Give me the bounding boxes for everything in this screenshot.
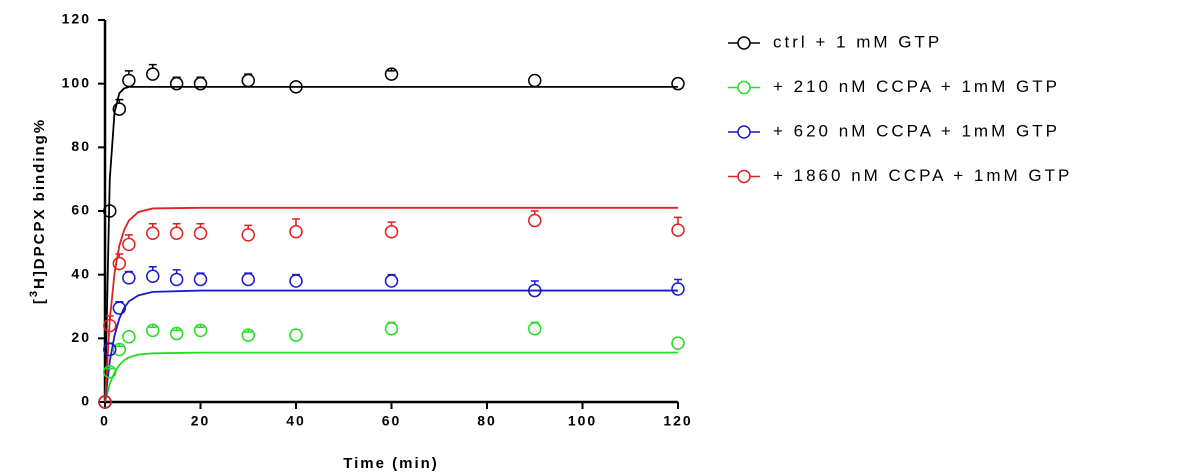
data-point bbox=[169, 76, 184, 91]
data-point bbox=[384, 224, 399, 239]
data-point bbox=[241, 73, 255, 88]
data-point bbox=[103, 204, 117, 218]
data-point bbox=[122, 237, 136, 252]
legend-marker bbox=[737, 125, 751, 139]
data-point bbox=[289, 224, 303, 239]
data-point bbox=[671, 223, 685, 237]
legend-label: + 620 nM CCPA + 1mM GTP bbox=[773, 121, 1060, 140]
legend-marker bbox=[737, 36, 751, 50]
data-point bbox=[528, 73, 542, 88]
data-point bbox=[193, 226, 208, 241]
data-point bbox=[103, 365, 117, 379]
legend-label: + 1860 nM CCPA + 1mM GTP bbox=[773, 166, 1072, 185]
data-point bbox=[122, 329, 136, 344]
x-tick-label: 40 bbox=[286, 413, 306, 429]
data-point bbox=[146, 323, 160, 338]
data-point bbox=[169, 226, 184, 241]
data-point bbox=[112, 256, 127, 271]
error-bar bbox=[674, 216, 682, 225]
y-tick-label: 60 bbox=[71, 202, 91, 218]
data-point bbox=[289, 80, 303, 94]
data-point bbox=[193, 323, 208, 338]
y-tick-label: 20 bbox=[71, 329, 91, 345]
legend-label: ctrl + 1 mM GTP bbox=[773, 32, 942, 51]
data-point bbox=[169, 272, 184, 287]
fit-line bbox=[104, 351, 678, 403]
legend-marker bbox=[737, 169, 751, 184]
data-point bbox=[193, 76, 208, 91]
legend-marker bbox=[737, 80, 751, 95]
y-axis-label: [3H]DPCPX binding% bbox=[28, 118, 48, 304]
x-tick-label: 0 bbox=[100, 413, 110, 429]
x-tick-label: 20 bbox=[191, 413, 211, 429]
data-point bbox=[671, 282, 685, 296]
data-point bbox=[122, 271, 136, 285]
fit-line bbox=[104, 289, 678, 403]
data-point bbox=[289, 328, 303, 342]
data-point bbox=[384, 67, 399, 81]
data-point bbox=[528, 322, 542, 336]
data-point bbox=[241, 228, 255, 242]
y-tick-label: 40 bbox=[71, 265, 91, 281]
y-label-part: [ bbox=[31, 297, 48, 304]
data-point bbox=[528, 283, 542, 298]
data-point bbox=[528, 213, 542, 228]
data-point bbox=[193, 272, 208, 287]
data-point bbox=[112, 102, 127, 116]
data-point bbox=[122, 73, 136, 88]
error-bar bbox=[292, 218, 300, 226]
x-axis-label: Time (min) bbox=[343, 455, 439, 472]
x-tick-label: 120 bbox=[663, 413, 692, 429]
fit-line bbox=[104, 85, 678, 403]
data-point bbox=[112, 342, 127, 357]
data-point bbox=[146, 269, 160, 284]
fit-line bbox=[104, 206, 678, 403]
data-point bbox=[671, 336, 685, 350]
data-point bbox=[671, 76, 685, 91]
y-tick-label: 80 bbox=[71, 138, 91, 154]
x-tick-label: 80 bbox=[477, 413, 497, 429]
y-label-sup: 3 bbox=[28, 289, 40, 297]
y-tick-label: 100 bbox=[62, 74, 91, 90]
data-point bbox=[169, 326, 184, 341]
legend-label: + 210 nM CCPA + 1mM GTP bbox=[773, 77, 1060, 96]
data-point bbox=[98, 395, 112, 409]
x-tick-label: 100 bbox=[568, 413, 597, 429]
data-point bbox=[241, 272, 255, 287]
data-point bbox=[146, 226, 160, 241]
y-label-part: H]DPCPX binding% bbox=[31, 118, 48, 289]
data-point bbox=[103, 342, 117, 357]
data-point bbox=[384, 274, 399, 288]
data-point bbox=[112, 301, 127, 315]
data-point bbox=[103, 318, 117, 333]
data-point bbox=[146, 67, 160, 81]
y-tick-label: 120 bbox=[62, 11, 91, 27]
data-point bbox=[289, 274, 303, 288]
y-tick-label: 0 bbox=[81, 393, 91, 409]
data-point bbox=[384, 322, 399, 336]
data-point bbox=[241, 328, 255, 342]
x-tick-label: 60 bbox=[382, 413, 402, 429]
